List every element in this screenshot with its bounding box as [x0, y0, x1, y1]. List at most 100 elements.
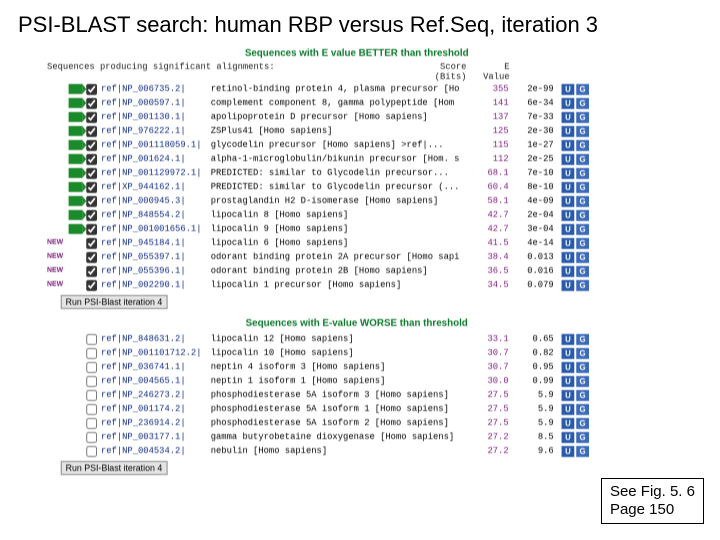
gene-badge[interactable]: G [576, 154, 589, 165]
unigene-badge[interactable]: U [562, 238, 575, 249]
unigene-badge[interactable]: U [562, 112, 575, 123]
ref-link[interactable]: ref|NP_976222.1| [101, 124, 211, 138]
gene-badge[interactable]: G [576, 266, 589, 277]
score-link[interactable]: 34.5 [467, 278, 508, 292]
unigene-badge[interactable]: U [562, 362, 575, 373]
gene-badge[interactable]: G [576, 252, 589, 263]
gene-badge[interactable]: G [576, 126, 589, 137]
score-link[interactable]: 30.0 [467, 374, 508, 388]
gene-badge[interactable]: G [576, 112, 589, 123]
score-link[interactable]: 36.5 [467, 264, 508, 278]
unigene-badge[interactable]: U [562, 168, 575, 179]
ref-link[interactable]: ref|NP_002290.1| [101, 278, 211, 292]
gene-badge[interactable]: G [576, 84, 589, 95]
score-link[interactable]: 27.5 [467, 402, 508, 416]
ref-link[interactable]: ref|XP_944162.1| [101, 180, 211, 194]
include-checkbox[interactable] [86, 390, 97, 401]
unigene-badge[interactable]: U [562, 154, 575, 165]
score-link[interactable]: 30.7 [467, 360, 508, 374]
score-link[interactable]: 355 [467, 82, 508, 96]
include-checkbox[interactable] [86, 334, 97, 345]
score-link[interactable]: 27.2 [467, 430, 508, 444]
score-link[interactable]: 33.1 [467, 332, 508, 346]
ref-link[interactable]: ref|NP_001624.1| [101, 152, 211, 166]
score-link[interactable]: 141 [467, 96, 508, 110]
gene-badge[interactable]: G [576, 238, 589, 249]
run-psi-blast-button-1[interactable]: Run PSI-Blast iteration 4 [61, 295, 167, 309]
ref-link[interactable]: ref|NP_001130.1| [101, 110, 211, 124]
score-link[interactable]: 27.5 [467, 388, 508, 402]
include-checkbox[interactable] [86, 182, 97, 193]
score-link[interactable]: 42.7 [467, 208, 508, 222]
unigene-badge[interactable]: U [562, 196, 575, 207]
score-link[interactable]: 115 [467, 138, 508, 152]
unigene-badge[interactable]: U [562, 98, 575, 109]
include-checkbox[interactable] [86, 252, 97, 263]
score-link[interactable]: 112 [467, 152, 508, 166]
include-checkbox[interactable] [86, 196, 97, 207]
include-checkbox[interactable] [86, 362, 97, 373]
gene-badge[interactable]: G [576, 348, 589, 359]
include-checkbox[interactable] [86, 432, 97, 443]
ref-link[interactable]: ref|NP_003177.1| [101, 430, 211, 444]
include-checkbox[interactable] [86, 266, 97, 277]
score-link[interactable]: 58.1 [467, 194, 508, 208]
ref-link[interactable]: ref|NP_246273.2| [101, 388, 211, 402]
gene-badge[interactable]: G [576, 446, 589, 457]
gene-badge[interactable]: G [576, 376, 589, 387]
ref-link[interactable]: ref|NP_000597.1| [101, 96, 211, 110]
unigene-badge[interactable]: U [562, 280, 575, 291]
score-link[interactable]: 30.7 [467, 346, 508, 360]
include-checkbox[interactable] [86, 98, 97, 109]
score-link[interactable]: 125 [467, 124, 508, 138]
ref-link[interactable]: ref|NP_236914.2| [101, 416, 211, 430]
unigene-badge[interactable]: U [562, 446, 575, 457]
include-checkbox[interactable] [86, 112, 97, 123]
unigene-badge[interactable]: U [562, 404, 575, 415]
gene-badge[interactable]: G [576, 432, 589, 443]
include-checkbox[interactable] [86, 140, 97, 151]
gene-badge[interactable]: G [576, 224, 589, 235]
include-checkbox[interactable] [86, 126, 97, 137]
score-link[interactable]: 137 [467, 110, 508, 124]
unigene-badge[interactable]: U [562, 84, 575, 95]
run-psi-blast-button-2[interactable]: Run PSI-Blast iteration 4 [61, 461, 167, 475]
unigene-badge[interactable]: U [562, 140, 575, 151]
gene-badge[interactable]: G [576, 362, 589, 373]
gene-badge[interactable]: G [576, 280, 589, 291]
ref-link[interactable]: ref|NP_036741.1| [101, 360, 211, 374]
include-checkbox[interactable] [86, 210, 97, 221]
unigene-badge[interactable]: U [562, 252, 575, 263]
ref-link[interactable]: ref|NP_001118059.1| [101, 138, 211, 152]
include-checkbox[interactable] [86, 404, 97, 415]
score-link[interactable]: 42.7 [467, 222, 508, 236]
include-checkbox[interactable] [86, 418, 97, 429]
ref-link[interactable]: ref|NP_848554.2| [101, 208, 211, 222]
ref-link[interactable]: ref|NP_055397.1| [101, 250, 211, 264]
gene-badge[interactable]: G [576, 98, 589, 109]
gene-badge[interactable]: G [576, 182, 589, 193]
ref-link[interactable]: ref|NP_000945.3| [101, 194, 211, 208]
score-link[interactable]: 38.4 [467, 250, 508, 264]
unigene-badge[interactable]: U [562, 334, 575, 345]
unigene-badge[interactable]: U [562, 432, 575, 443]
include-checkbox[interactable] [86, 376, 97, 387]
ref-link[interactable]: ref|NP_006735.2| [101, 82, 211, 96]
unigene-badge[interactable]: U [562, 376, 575, 387]
include-checkbox[interactable] [86, 446, 97, 457]
gene-badge[interactable]: G [576, 334, 589, 345]
ref-link[interactable]: ref|NP_001129972.1| [101, 166, 211, 180]
gene-badge[interactable]: G [576, 140, 589, 151]
score-link[interactable]: 27.2 [467, 444, 508, 458]
score-link[interactable]: 60.4 [467, 180, 508, 194]
gene-badge[interactable]: G [576, 418, 589, 429]
ref-link[interactable]: ref|NP_848631.2| [101, 332, 211, 346]
unigene-badge[interactable]: U [562, 210, 575, 221]
score-link[interactable]: 41.5 [467, 236, 508, 250]
ref-link[interactable]: ref|NP_004565.1| [101, 374, 211, 388]
unigene-badge[interactable]: U [562, 182, 575, 193]
include-checkbox[interactable] [86, 84, 97, 95]
ref-link[interactable]: ref|NP_004534.2| [101, 444, 211, 458]
gene-badge[interactable]: G [576, 196, 589, 207]
score-link[interactable]: 68.1 [467, 166, 508, 180]
